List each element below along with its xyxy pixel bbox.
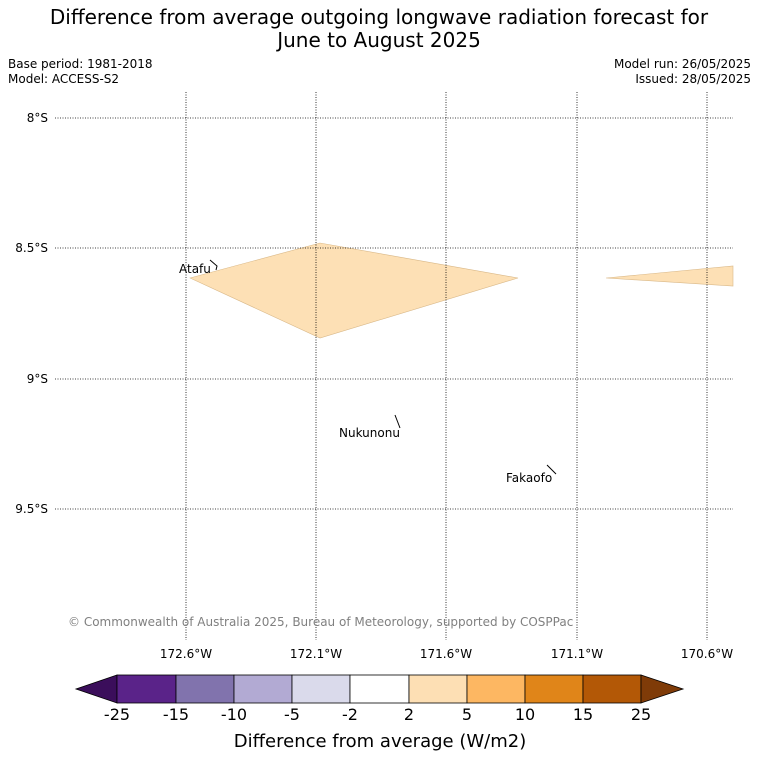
- lon-label: 170.6°W: [681, 647, 733, 661]
- colorbar-segment: [175, 674, 235, 704]
- colorbar: [74, 674, 685, 704]
- lat-label: 9°S: [27, 372, 48, 386]
- colorbar-segment: [291, 674, 351, 704]
- colorbar-tick-label: -25: [104, 705, 130, 724]
- colorbar-tick-label: 10: [515, 705, 535, 724]
- colorbar-tick-label: -2: [342, 705, 358, 724]
- colorbar-tick-label: -5: [284, 705, 300, 724]
- place-label-nukunonu: Nukunonu: [339, 426, 400, 440]
- fakaofo-coastline: [546, 464, 557, 475]
- colorbar-title: Difference from average (W/m2): [234, 731, 526, 752]
- lat-label: 8°S: [27, 111, 48, 125]
- map-title-line-2: June to August 2025: [277, 28, 481, 52]
- colorbar-tick-label: 5: [462, 705, 472, 724]
- atafu-coastline: [209, 259, 218, 271]
- colorbar-segment: [582, 674, 642, 704]
- lon-label: 171.6°W: [420, 647, 472, 661]
- colorbar-segment: [524, 674, 584, 704]
- colorbar-extend-low: [74, 674, 118, 704]
- base-period: Base period: 1981-2018: [8, 57, 153, 71]
- colorbar-segment: [408, 674, 468, 704]
- lon-label: 172.1°W: [290, 647, 342, 661]
- lon-label: 171.1°W: [551, 647, 603, 661]
- colorbar-tick-label: -15: [163, 705, 189, 724]
- anomaly-region-east: [605, 265, 734, 287]
- lat-label: 8.5°S: [15, 241, 48, 255]
- anomaly-region-west: [189, 242, 519, 339]
- colorbar-tick-label: -10: [221, 705, 247, 724]
- colorbar-tick-label: 2: [404, 705, 414, 724]
- issued-date: Issued: 28/05/2025: [635, 72, 751, 86]
- map-title-line-1: Difference from average outgoing longwav…: [49, 5, 709, 29]
- colorbar-segment: [466, 674, 526, 704]
- colorbar-tick-label: 15: [573, 705, 593, 724]
- model-run: Model run: 26/05/2025: [613, 57, 751, 71]
- colorbar-segment: [349, 674, 410, 704]
- nukunonu-coastline: [394, 414, 401, 429]
- colorbar-extend-high: [640, 674, 685, 704]
- colorbar-tick-label: 25: [631, 705, 651, 724]
- colorbar-segment: [233, 674, 293, 704]
- lon-label: 172.6°W: [160, 647, 212, 661]
- place-label-atafu: Atafu: [179, 262, 211, 276]
- copyright-notice: © Commonwealth of Australia 2025, Bureau…: [68, 615, 573, 629]
- model-name: Model: ACCESS-S2: [8, 72, 120, 86]
- place-label-fakaofo: Fakaofo: [506, 471, 552, 485]
- lat-label: 9.5°S: [15, 502, 48, 516]
- colorbar-segment: [116, 674, 177, 704]
